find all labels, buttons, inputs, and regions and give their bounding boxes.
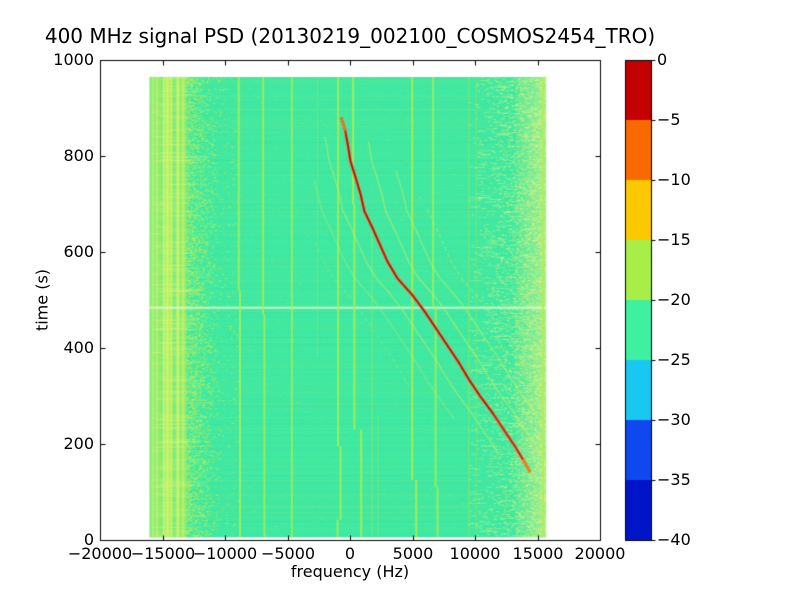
- y-tick-label-5: 1000: [53, 50, 94, 69]
- colorbar-tick-label-8: −40: [657, 530, 691, 549]
- x-tick-label-8: 20000: [574, 544, 626, 563]
- colorbar-tick-label-5: −25: [657, 350, 691, 369]
- y-axis-label: time (s): [32, 268, 52, 332]
- colorbar-tick-label-0: 0: [657, 50, 668, 69]
- y-tick-label-0: 0: [83, 530, 94, 549]
- colorbar-tick-label-2: −10: [657, 170, 691, 189]
- x-tick-label-5: 5000: [392, 544, 434, 563]
- x-tick-label-0: −20000: [67, 544, 133, 563]
- x-tick-label-1: −15000: [130, 544, 196, 563]
- y-tick-label-2: 400: [63, 338, 94, 357]
- y-tick-label-3: 600: [63, 242, 94, 261]
- y-tick-label-1: 200: [63, 434, 94, 453]
- figure-title: 400 MHz signal PSD (20130219_002100_COSM…: [44, 24, 656, 48]
- colorbar-tick-label-4: −20: [657, 290, 691, 309]
- colorbar-tick-label-7: −35: [657, 470, 691, 489]
- colorbar-tick-label-6: −30: [657, 410, 691, 429]
- x-tick-label-2: −10000: [192, 544, 258, 563]
- y-tick-label-4: 800: [63, 146, 94, 165]
- x-tick-label-7: 15000: [512, 544, 564, 563]
- x-tick-label-3: −5000: [260, 544, 316, 563]
- colorbar-tick-label-3: −15: [657, 230, 691, 249]
- colorbar-tick-label-1: −5: [657, 110, 681, 129]
- x-tick-label-6: 10000: [449, 544, 501, 563]
- x-axis-label: frequency (Hz): [290, 562, 410, 581]
- x-tick-label-4: 0: [344, 544, 356, 563]
